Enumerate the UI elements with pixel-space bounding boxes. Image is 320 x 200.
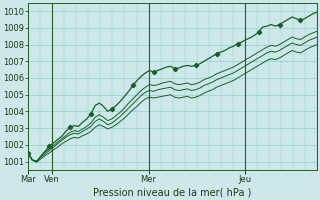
X-axis label: Pression niveau de la mer( hPa ): Pression niveau de la mer( hPa ) bbox=[93, 187, 252, 197]
